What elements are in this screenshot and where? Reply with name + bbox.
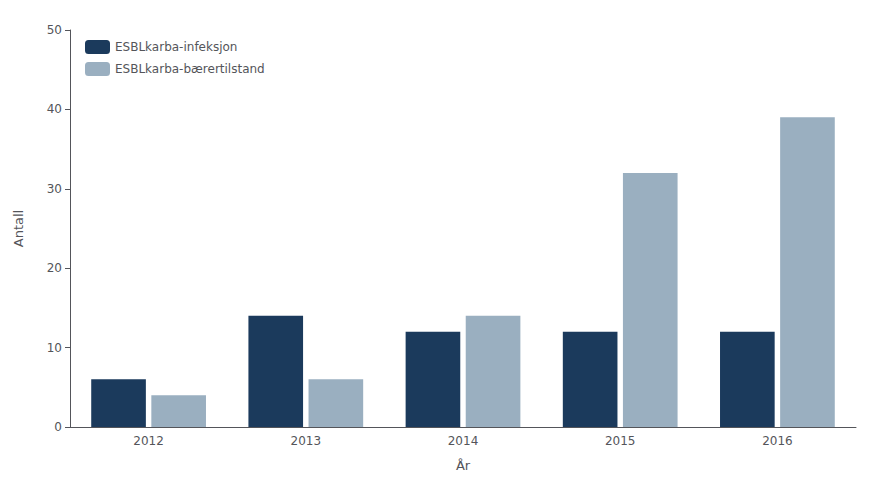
svg-text:2013: 2013 [291,434,322,448]
svg-text:40: 40 [47,102,62,116]
svg-text:ESBLkarba-bærertilstand: ESBLkarba-bærertilstand [115,62,265,76]
svg-text:Antall: Antall [11,210,26,247]
svg-text:20: 20 [47,261,62,275]
svg-text:2016: 2016 [762,434,793,448]
svg-text:2014: 2014 [448,434,479,448]
svg-text:50: 50 [47,23,62,37]
svg-text:2012: 2012 [133,434,164,448]
svg-text:0: 0 [54,420,62,434]
svg-text:2015: 2015 [605,434,636,448]
svg-text:ESBLkarba-infeksjon: ESBLkarba-infeksjon [115,40,237,54]
svg-text:10: 10 [47,341,62,355]
svg-text:År: År [456,458,471,473]
svg-text:30: 30 [47,182,62,196]
